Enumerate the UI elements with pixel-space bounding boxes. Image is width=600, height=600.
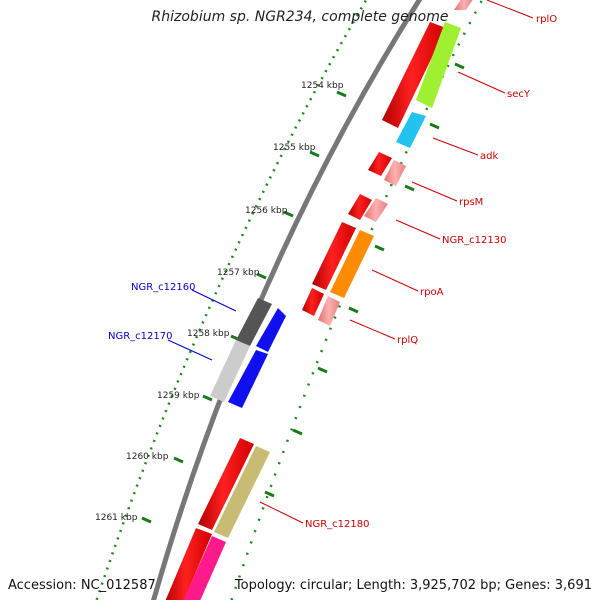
gene-NGR-c12160-block[interactable] bbox=[236, 298, 272, 346]
dotted-track-inner bbox=[230, 0, 484, 600]
gene-NGR-c12180-block[interactable] bbox=[214, 446, 270, 538]
gene-forward-block-3[interactable] bbox=[348, 194, 372, 220]
gene-NGR-c12130-block[interactable] bbox=[364, 198, 388, 222]
gene-forward-block-4[interactable] bbox=[312, 222, 356, 290]
tick-label-1260: 1260 kbp bbox=[126, 452, 169, 462]
gene-label-rplQ[interactable]: rplQ bbox=[397, 335, 418, 346]
gene-label-NGR-c12130[interactable]: NGR_c12130 bbox=[442, 235, 507, 246]
tick-label-1259: 1259 kbp bbox=[157, 391, 200, 401]
gene-label-NGR-c12170[interactable]: NGR_c12170 bbox=[108, 331, 173, 342]
map-title: Rhizobium sp. NGR234, complete genome bbox=[151, 9, 449, 25]
tick-label-1255: 1255 kbp bbox=[273, 143, 316, 153]
genome-stats-text: Topology: circular; Length: 3,925,702 bp… bbox=[234, 578, 592, 593]
gene-forward-block-2[interactable] bbox=[368, 152, 392, 176]
gene-reverse-block-2[interactable] bbox=[228, 350, 268, 408]
gene-label-adk[interactable]: adk bbox=[480, 151, 498, 162]
accession-text: Accession: NC_012587 bbox=[8, 578, 156, 593]
tick-label-1254: 1254 kbp bbox=[301, 81, 344, 91]
gene-rpsM-block[interactable] bbox=[384, 160, 406, 186]
gene-label-rpsM[interactable]: rpsM bbox=[459, 197, 483, 208]
gene-forward-block-1[interactable] bbox=[382, 22, 446, 128]
gene-reverse-block-1[interactable] bbox=[256, 308, 286, 352]
gene-secY-block[interactable] bbox=[416, 22, 461, 108]
genome-backbone bbox=[151, 0, 423, 600]
gene-forward-block-5[interactable] bbox=[302, 288, 324, 316]
forward-leaders bbox=[259, 0, 534, 524]
dotted-track-outer bbox=[95, 0, 368, 600]
tick-label-1257: 1257 kbp bbox=[217, 268, 260, 278]
tick-label-1258: 1258 kbp bbox=[187, 329, 230, 339]
gene-forward-block-8[interactable] bbox=[182, 536, 226, 600]
gene-adk-block[interactable] bbox=[396, 112, 426, 148]
gene-label-rpoA[interactable]: rpoA bbox=[420, 287, 444, 298]
gene-label-secY[interactable]: secY bbox=[507, 89, 531, 100]
gene-forward-block-7[interactable] bbox=[164, 528, 212, 600]
gene-label-NGR-c12160[interactable]: NGR_c12160 bbox=[131, 282, 196, 293]
tick-label-1261: 1261 kbp bbox=[95, 513, 138, 523]
gene-rpoA-block[interactable] bbox=[330, 230, 374, 298]
gene-label-rplO[interactable]: rplO bbox=[536, 14, 557, 25]
reverse-leaders bbox=[167, 289, 237, 361]
gene-NGR-c12170-block[interactable] bbox=[210, 340, 250, 402]
gene-rplO-block[interactable] bbox=[454, 0, 474, 10]
gene-forward-block-6[interactable] bbox=[198, 438, 254, 530]
gene-label-NGR-c12180[interactable]: NGR_c12180 bbox=[305, 519, 370, 530]
gene-rplQ-block[interactable] bbox=[318, 296, 340, 326]
tick-label-1256: 1256 kbp bbox=[245, 206, 288, 216]
